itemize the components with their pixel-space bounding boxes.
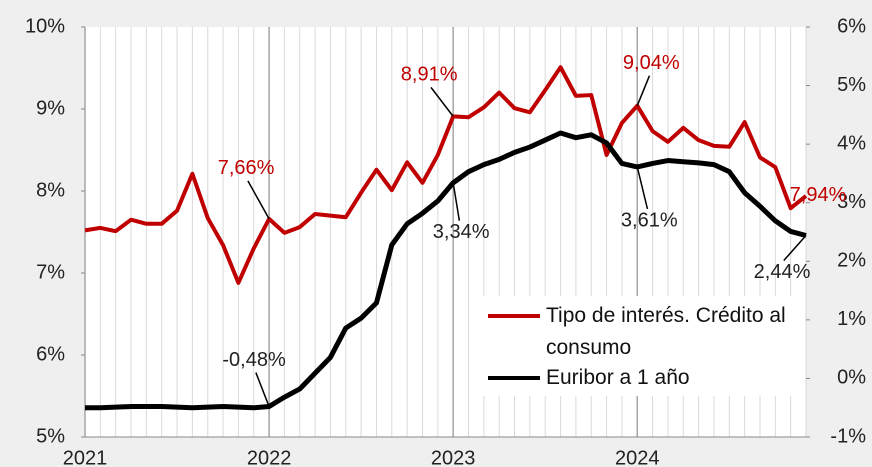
y-tick-label: 7% <box>36 261 65 283</box>
legend-label: Euribor a 1 año <box>546 366 690 389</box>
data-label: 9,04% <box>623 52 680 74</box>
x-tick-label: 2022 <box>247 447 292 467</box>
data-label: 7,66% <box>218 157 275 179</box>
legend: Tipo de interés. Crédito al consumo Euri… <box>480 296 804 396</box>
data-label: 3,61% <box>621 209 678 231</box>
y-tick-label: 9% <box>36 97 65 119</box>
line-series <box>85 130 807 411</box>
data-label: 7,94% <box>790 184 847 206</box>
legend-swatch <box>488 314 540 318</box>
y2-tick-label: 2% <box>837 250 866 272</box>
y-tick-label: 5% <box>36 425 65 447</box>
line-series <box>84 65 808 285</box>
leader-line <box>255 372 270 407</box>
y2-tick-label: 4% <box>837 132 866 154</box>
leader-line <box>636 75 651 107</box>
y2-tick-label: 1% <box>837 308 866 330</box>
y-tick-label: 6% <box>36 343 65 365</box>
data-label: 2,44% <box>754 261 811 283</box>
data-label: 8,91% <box>401 64 458 86</box>
data-label: -0,48% <box>222 349 286 371</box>
y-tick-label: 8% <box>36 179 65 201</box>
legend-label: Tipo de interés. Crédito al consumo <box>546 304 786 359</box>
leader-line <box>247 180 270 220</box>
x-tick-label: 2024 <box>615 447 660 467</box>
legend-swatch <box>488 376 540 380</box>
y2-tick-label: -1% <box>830 425 866 447</box>
leader-line <box>636 166 649 210</box>
y2-tick-label: 3% <box>837 191 866 213</box>
leader-line <box>430 86 454 117</box>
y2-tick-label: 0% <box>837 367 866 389</box>
y2-tick-label: 5% <box>837 74 866 96</box>
x-tick-label: 2023 <box>431 447 476 467</box>
legend-item: Euribor a 1 año <box>488 362 791 394</box>
x-tick-label: 2021 <box>63 447 108 467</box>
legend-item: Tipo de interés. Crédito al consumo <box>488 300 791 364</box>
leader-line <box>783 235 807 262</box>
data-label: 3,34% <box>433 221 490 243</box>
leader-line <box>452 182 461 221</box>
y-tick-label: 10% <box>25 15 65 37</box>
y2-tick-label: 6% <box>837 15 866 37</box>
